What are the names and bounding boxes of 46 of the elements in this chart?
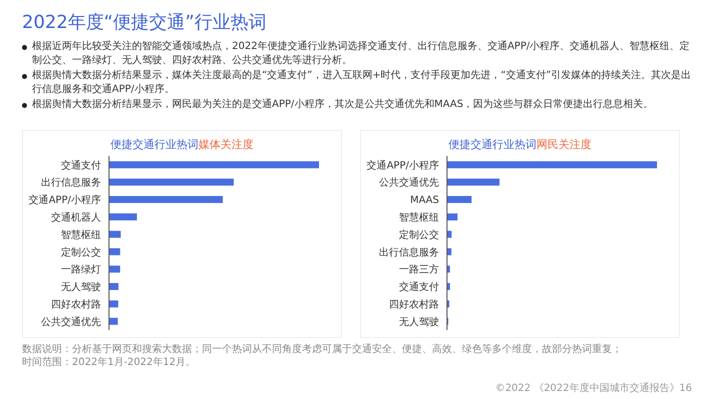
- bar: [109, 318, 118, 325]
- y-tick-label: 无人驾驶: [61, 281, 101, 294]
- y-tick-label: 无人驾驶: [399, 316, 439, 328]
- y-tick-label: 定制公交: [399, 228, 439, 241]
- bar: [109, 196, 223, 204]
- bar: [447, 196, 472, 204]
- y-tick-label: 交通APP/小程序: [366, 159, 439, 172]
- bar: [109, 213, 137, 220]
- text: 根据近两年比较受关注的智能交通领域热点，2022年便捷交通行业热词选择交通支付、出行信息服务、交通APP/小程序、交通机器人、智慧枢纽、定制公交、一路绿灯、无人驾驶、四好农村路、公共交通优先等进行分析。: [32, 40, 691, 68]
- text: 2022年度“便捷交通”行业热词: [22, 11, 268, 34]
- y-tick-label: 智慧枢纽: [399, 211, 439, 224]
- y-tick-label: 四好农村路: [389, 298, 439, 310]
- bar: [109, 178, 234, 186]
- y-tick-label: 出行信息服务: [379, 246, 439, 258]
- y-tick-label: 定制公交: [61, 246, 101, 258]
- text: 数据说明：分析基于网页和搜索大数据；同一个热词从不同角度考虑可属于交通安全、便捷、高效、绿色等多个维度，故部分热词重复；: [22, 343, 623, 356]
- text: ©2022 《2022年度中国城市交通报告》16: [495, 382, 692, 395]
- bar: [109, 300, 118, 308]
- y-tick-label: 一路三方: [399, 264, 439, 276]
- chart-subtitle: 媒体关注度: [198, 138, 254, 151]
- y-tick-label: 智慧枢纽: [61, 228, 101, 241]
- chart-subtitle: 网民关注度: [536, 138, 592, 151]
- y-tick-label: 交通机器人: [51, 211, 101, 224]
- y-tick-label: 公共交通优先: [379, 176, 439, 189]
- y-tick-label: 交通支付: [399, 281, 439, 294]
- y-tick-label: 四好农村路: [51, 298, 101, 310]
- bar: [109, 230, 121, 238]
- text: 根据舆情大数据分析结果显示，网民最为关注的是交通APP/小程序，其次是公共交通优先和MAAS，因为这些与群众日常便捷出行息息相关。: [32, 98, 654, 112]
- text: 根据舆情大数据分析结果显示，媒体关注度最高的是“交通支付”，进入互联网+时代，支付手段更加先进，“交通支付”引发媒体的持续关注。其次是出行信息服务和交通APP/小程序。: [32, 69, 692, 97]
- text: 时间范围：2022年1月-2022年12月。: [22, 356, 197, 369]
- y-tick-label: 出行信息服务: [41, 176, 101, 189]
- bar: [109, 283, 118, 290]
- y-tick-label: 交通支付: [61, 159, 101, 172]
- bar: [109, 266, 120, 273]
- bar: [447, 248, 452, 256]
- bar: [109, 161, 319, 168]
- bar: [447, 161, 657, 168]
- y-tick-label: 公共交通优先: [41, 316, 101, 328]
- bar: [109, 248, 120, 256]
- y-tick-label: 一路绿灯: [61, 264, 101, 276]
- chart-title: 便捷交通行业热词: [448, 138, 536, 151]
- y-tick-label: MAAS: [410, 195, 439, 206]
- y-tick-label: 交通APP/小程序: [28, 194, 101, 206]
- bar: [447, 213, 458, 220]
- chart-title: 便捷交通行业热词: [110, 138, 198, 151]
- bar: [447, 178, 500, 186]
